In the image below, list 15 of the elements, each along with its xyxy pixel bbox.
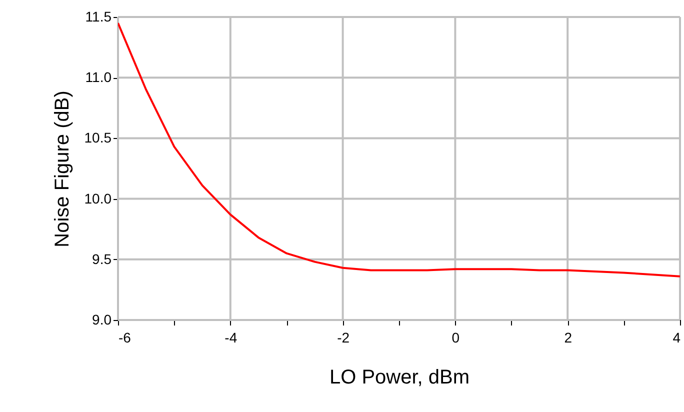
x-axis-title: LO Power, dBm: [329, 366, 470, 388]
x-tick-label: -2: [337, 330, 350, 346]
y-axis-title: Noise Figure (dB): [51, 90, 74, 248]
x-tick-label: 4: [672, 330, 681, 346]
y-tick-label: 9.5: [92, 250, 112, 267]
y-tick-label: 11.5: [85, 8, 112, 24]
line-series: [118, 22, 680, 278]
x-tick-label: 2: [564, 330, 572, 346]
x-tick-label: 0: [452, 330, 460, 346]
y-tick-label: 11.0: [85, 69, 112, 86]
x-tick-label: -6: [118, 330, 132, 346]
x-tick-label: -4: [224, 330, 238, 346]
y-tick-label: 9.0: [92, 312, 112, 328]
y-tick-label: 10.0: [84, 190, 112, 206]
y-tick-label: 10.5: [84, 130, 112, 146]
